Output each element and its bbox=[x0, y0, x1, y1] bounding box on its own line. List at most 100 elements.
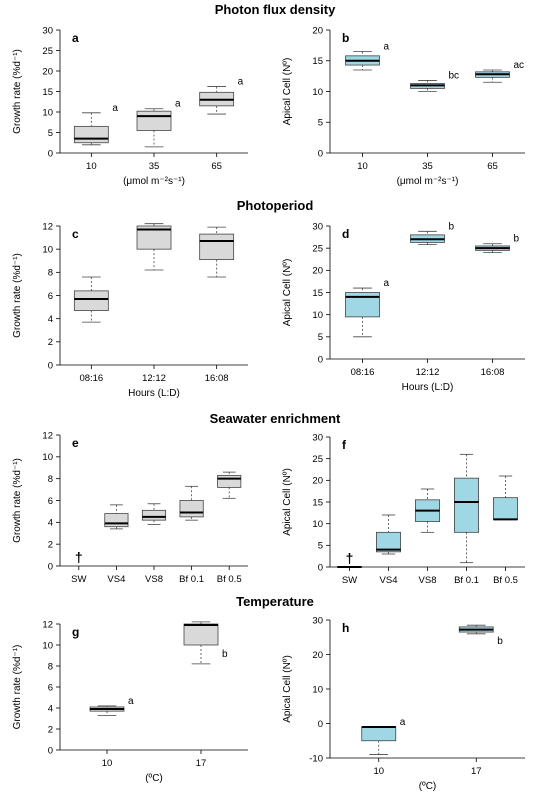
y-tick-label: 0 bbox=[48, 360, 53, 371]
box-35: a bbox=[136, 99, 181, 148]
y-tick-label: 0 bbox=[318, 148, 323, 159]
y-tick-label: 8 bbox=[48, 474, 53, 485]
y-tick-label: 0 bbox=[48, 745, 53, 756]
y-tick-label: 5 bbox=[48, 128, 53, 139]
box-16:08 bbox=[199, 226, 235, 278]
box-Bf 0.5 bbox=[493, 475, 518, 521]
y-tick-label: 0 bbox=[318, 562, 323, 573]
panel-g: 0 2 4 6 8 10 12 10 17 g Growth rate (%d⁻¹) (ºC) a b bbox=[12, 619, 248, 784]
x-tick-label: 65 bbox=[487, 161, 498, 172]
y-axis-label: Apical Cell (Nº) bbox=[282, 259, 293, 327]
x-tick-label: 08:16 bbox=[79, 373, 103, 384]
significance-letter: a bbox=[400, 717, 406, 728]
x-tick-label: 35 bbox=[422, 161, 433, 172]
y-tick-label: 10 bbox=[312, 87, 323, 98]
y-tick-label: 0 bbox=[318, 354, 323, 365]
x-axis-label: (ºC) bbox=[145, 773, 163, 784]
x-axis-label: (μmol m⁻²s⁻¹) bbox=[123, 176, 185, 187]
significance-letter: ac bbox=[514, 60, 525, 71]
y-tick-label: 20 bbox=[312, 476, 323, 487]
y-tick-label: 20 bbox=[42, 66, 53, 77]
y-axis-label: Growth rate (%d⁻¹) bbox=[12, 253, 23, 338]
x-axis-label: (μmol m⁻²s⁻¹) bbox=[397, 176, 459, 187]
box-10: a bbox=[361, 717, 406, 755]
box-65: ac bbox=[475, 60, 525, 83]
x-tick-label: 17 bbox=[471, 766, 482, 777]
y-tick-label: 0 bbox=[48, 148, 53, 159]
iqr-box bbox=[376, 531, 401, 553]
y-tick-label: 10 bbox=[312, 519, 323, 530]
iqr-box bbox=[179, 500, 204, 518]
iqr-box bbox=[217, 474, 242, 488]
box-SW bbox=[337, 566, 362, 568]
y-tick-label: 20 bbox=[312, 266, 323, 277]
significance-letter: a bbox=[238, 77, 244, 88]
significance-letter: b bbox=[497, 636, 503, 647]
box-12:12: b bbox=[410, 221, 455, 246]
x-tick-label: 16:08 bbox=[205, 373, 229, 384]
panel-letter: b bbox=[342, 31, 349, 45]
significance-letter: a bbox=[128, 696, 134, 707]
y-axis-label: Apical Cell (Nº) bbox=[282, 655, 293, 723]
box-Bf 0.1 bbox=[179, 485, 204, 521]
box-12:12 bbox=[136, 223, 172, 271]
x-tick-label: 16:08 bbox=[481, 367, 505, 378]
box-17: b bbox=[458, 624, 503, 647]
section-title-temperature: Temperature bbox=[236, 594, 314, 609]
box-Bf 0.1 bbox=[454, 453, 479, 564]
y-tick-label: 12 bbox=[42, 430, 53, 441]
y-tick-label: 25 bbox=[42, 46, 53, 57]
y-tick-label: 10 bbox=[42, 640, 53, 651]
box-10: a bbox=[89, 696, 134, 716]
x-tick-label: VS8 bbox=[145, 574, 163, 585]
y-tick-label: 10 bbox=[42, 452, 53, 463]
x-tick-label: Bf 0.5 bbox=[493, 575, 518, 586]
y-tick-label: 20 bbox=[312, 650, 323, 661]
iqr-box bbox=[73, 290, 109, 311]
box-Bf 0.5 bbox=[217, 471, 242, 499]
box-VS8 bbox=[141, 503, 167, 525]
y-tick-label: 25 bbox=[312, 243, 323, 254]
y-tick-label: 0 bbox=[318, 719, 323, 730]
y-tick-label: 2 bbox=[48, 724, 53, 735]
panel-a: 0 5 10 15 20 25 30 10 35 65 a Growth rate (%d⁻¹) (μm… bbox=[12, 25, 248, 187]
panel-d: 0 5 10 15 20 25 30 08:16 12:12 16:08 d Apical Cell … bbox=[282, 221, 525, 393]
box-10: a bbox=[345, 42, 390, 71]
y-tick-label: 2 bbox=[48, 539, 53, 550]
y-tick-label: 5 bbox=[318, 118, 323, 129]
x-tick-label: SW bbox=[71, 574, 86, 585]
significance-letter: a bbox=[112, 103, 118, 114]
panel-letter: a bbox=[72, 31, 79, 45]
significance-letter: bc bbox=[449, 70, 460, 81]
y-tick-label: 30 bbox=[42, 25, 53, 36]
y-tick-label: 2 bbox=[48, 337, 53, 348]
box-VS8 bbox=[415, 488, 440, 533]
y-axis-label: Apical Cell (Nº) bbox=[282, 468, 293, 536]
iqr-box bbox=[493, 497, 518, 520]
panel-letter: e bbox=[72, 436, 79, 450]
panel-letter: d bbox=[342, 227, 349, 241]
y-axis-label: Apical Cell (Nº) bbox=[282, 58, 293, 126]
box-10: a bbox=[73, 103, 118, 146]
y-tick-label: 8 bbox=[48, 661, 53, 672]
box-16:08: b bbox=[475, 234, 520, 254]
y-tick-label: 10 bbox=[312, 310, 323, 321]
y-tick-label: 20 bbox=[312, 25, 323, 36]
y-tick-label: 15 bbox=[312, 288, 323, 299]
y-tick-label: 6 bbox=[48, 291, 53, 302]
y-axis-label: Growth rate (%d⁻¹) bbox=[12, 458, 23, 543]
y-tick-label: 15 bbox=[312, 56, 323, 67]
y-tick-label: 5 bbox=[318, 541, 323, 552]
iqr-box bbox=[136, 110, 172, 131]
y-tick-label: 4 bbox=[48, 518, 53, 529]
box-08:16 bbox=[73, 276, 109, 323]
x-tick-label: 65 bbox=[211, 161, 222, 172]
panel-f: 0 5 10 15 20 25 30 SW VS4 VS8 Bf 0.1 Bf 0.5 f Apical … bbox=[282, 432, 525, 586]
significance-letter: a bbox=[175, 99, 181, 110]
iqr-box bbox=[361, 726, 397, 742]
x-tick-label: VS8 bbox=[419, 575, 437, 586]
panel-c: 0 2 4 6 8 10 12 08:16 12:12 16:08 c Growth rate (%d… bbox=[12, 221, 248, 399]
section-title-photoperiod: Photoperiod bbox=[237, 198, 314, 213]
x-axis-label: (ºC) bbox=[419, 781, 437, 792]
